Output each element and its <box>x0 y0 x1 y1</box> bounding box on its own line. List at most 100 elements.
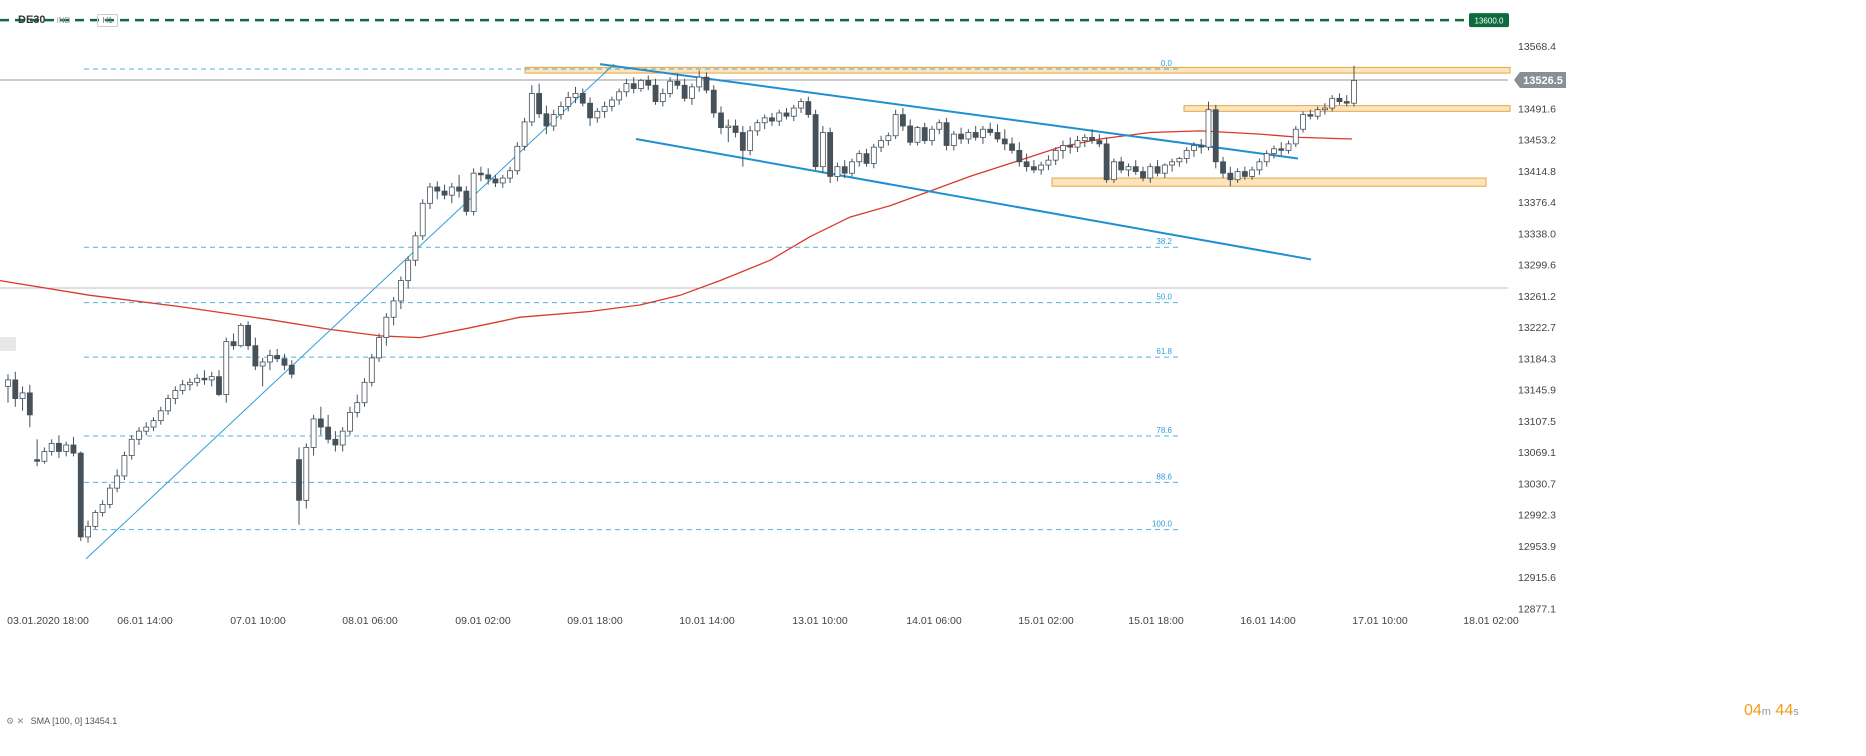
candle <box>1321 103 1328 115</box>
panel-collapse-handle[interactable] <box>0 337 16 351</box>
candle <box>878 135 884 153</box>
x-axis-tick-label: 17.01 10:00 <box>1352 615 1408 627</box>
candle-body <box>696 76 703 88</box>
candle-body <box>26 392 33 416</box>
candle-body <box>441 190 448 196</box>
candle-body <box>536 93 543 115</box>
candle-body <box>245 324 251 347</box>
timeframe-button[interactable]: H1 <box>97 14 118 27</box>
candle <box>987 122 994 136</box>
candle <box>448 182 455 204</box>
candle-body <box>601 106 608 112</box>
candle-body <box>950 133 957 146</box>
candle-body <box>1023 161 1030 168</box>
symbol-label[interactable]: DE30 <box>18 14 46 26</box>
candle <box>1300 111 1306 133</box>
candle <box>616 88 623 105</box>
x-axis-tick-label: 14.01 06:00 <box>906 615 962 627</box>
trend-line <box>85 63 615 560</box>
candle <box>48 439 55 456</box>
y-axis-tick-label: 12877.1 <box>1518 603 1556 615</box>
candle-body <box>310 418 317 448</box>
candle-body <box>470 172 477 212</box>
candle-body <box>921 127 928 142</box>
candle-body <box>208 376 215 381</box>
candle <box>892 109 899 140</box>
candle-body <box>812 114 819 168</box>
candle-body <box>725 125 732 129</box>
candle-body <box>1016 149 1023 163</box>
candle <box>536 83 543 118</box>
timer-seconds: 44 <box>1775 702 1794 719</box>
candle-body <box>288 364 295 375</box>
candle <box>587 97 593 126</box>
candle-body <box>1256 161 1263 171</box>
candle <box>1009 137 1015 154</box>
candle <box>201 370 208 385</box>
candle-body <box>237 324 244 347</box>
y-axis-tick-label: 13184.3 <box>1518 353 1556 365</box>
candle-body <box>1220 161 1226 174</box>
candle-body <box>958 133 965 140</box>
candle <box>921 122 928 144</box>
y-axis-tick-label: 13145.9 <box>1518 385 1556 397</box>
candle <box>863 148 870 167</box>
candle <box>121 451 128 480</box>
candle-body <box>448 186 455 196</box>
candle <box>1030 160 1037 174</box>
chart-header: DE30 IND H1 <box>18 14 118 27</box>
candle <box>1103 137 1110 183</box>
candle-body <box>528 93 535 123</box>
candle <box>1336 93 1343 105</box>
candle <box>259 357 266 387</box>
price-zone <box>1183 105 1511 112</box>
candle <box>1278 142 1285 156</box>
candle <box>1343 95 1350 107</box>
candle-body <box>914 127 921 143</box>
current-price-badge-bg <box>1514 72 1566 88</box>
candle <box>1351 65 1357 107</box>
candle <box>805 96 812 118</box>
candle-body <box>179 384 186 391</box>
candle <box>1074 135 1081 153</box>
candle <box>99 500 106 517</box>
candle-body <box>303 447 310 501</box>
candle-body <box>878 140 884 148</box>
y-axis-tick-label: 13107.5 <box>1518 416 1556 428</box>
candle-body <box>1205 109 1212 148</box>
candle <box>856 150 863 167</box>
candle <box>652 78 659 105</box>
candle <box>5 374 11 403</box>
candle <box>303 443 310 509</box>
candle <box>1016 142 1023 167</box>
candle-body <box>514 145 521 172</box>
candle-body <box>754 122 761 132</box>
candle-body <box>623 83 630 93</box>
candle <box>376 333 382 362</box>
candle-body <box>1089 136 1095 142</box>
candle <box>267 349 273 371</box>
candle <box>485 168 492 185</box>
candle <box>907 119 914 146</box>
candle-body <box>710 89 717 114</box>
candle <box>106 484 113 509</box>
timer-minutes: 04 <box>1744 702 1762 719</box>
candle <box>499 174 506 188</box>
candle-body <box>747 130 754 151</box>
candle-body <box>943 122 950 146</box>
candle-body <box>841 166 848 174</box>
candle-body <box>485 174 492 180</box>
candle <box>1220 156 1226 179</box>
candle-body <box>1045 159 1052 166</box>
candle-body <box>936 122 943 130</box>
candle <box>980 125 986 144</box>
indicator-settings-icon[interactable]: ⚙ ✕ <box>6 716 25 726</box>
candle-body <box>558 106 564 115</box>
candle <box>725 119 732 143</box>
candle-body <box>19 392 26 400</box>
candle-body <box>383 316 390 338</box>
candle-body <box>1212 109 1219 163</box>
candle <box>34 439 41 467</box>
